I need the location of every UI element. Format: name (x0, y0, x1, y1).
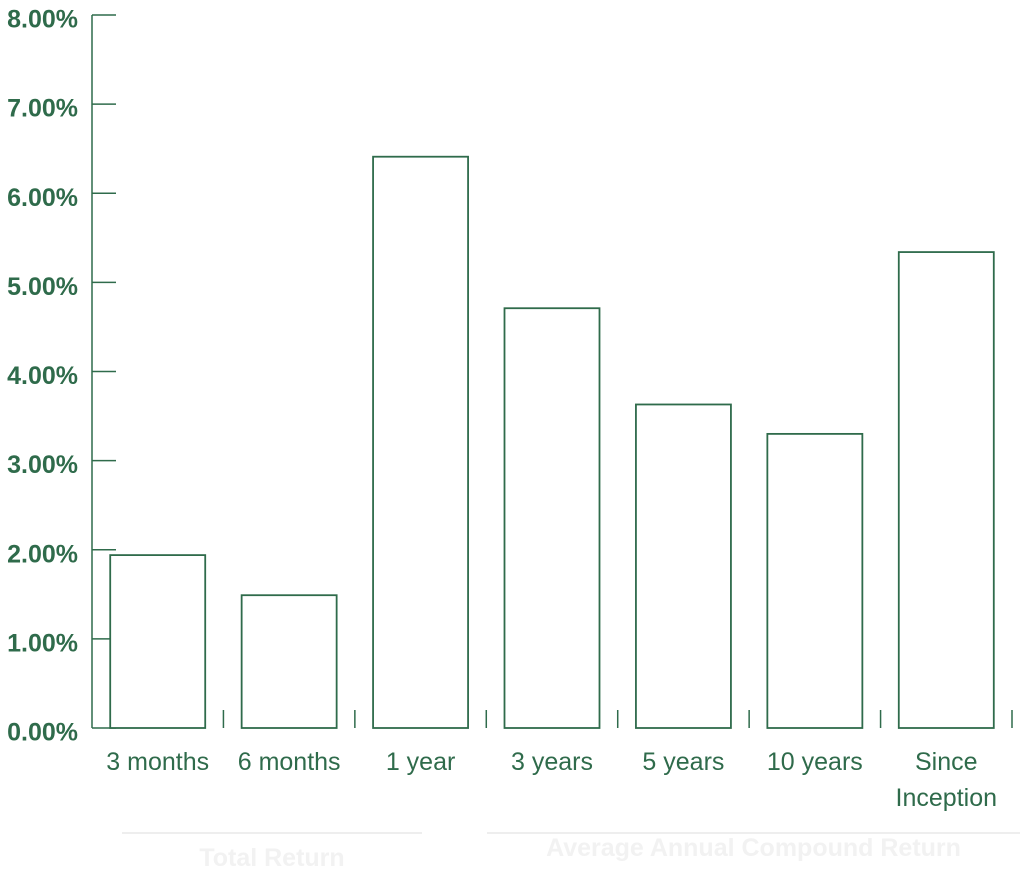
x-tick-label: 3 months (106, 748, 210, 776)
x-tick-label: 6 months (237, 748, 341, 776)
y-tick-label: 5.00% (7, 273, 78, 301)
x-tick-label: 5 years (642, 748, 725, 776)
bar (109, 554, 207, 729)
bar (240, 594, 338, 729)
x-tick-label: 10 years (766, 748, 863, 776)
y-tick-label: 0.00% (7, 719, 78, 747)
y-tick-label: 7.00% (7, 95, 78, 123)
y-tick-label: 3.00% (7, 451, 78, 479)
group-label: Total Return (199, 844, 345, 872)
bar (897, 251, 995, 729)
y-tick-label: 8.00% (7, 6, 78, 34)
bar (372, 155, 469, 729)
group-label: Average Annual Compound Return (546, 834, 961, 862)
y-tick-label: 4.00% (7, 362, 78, 390)
y-tick-label: 2.00% (7, 540, 78, 568)
y-tick-label: 6.00% (7, 184, 78, 212)
x-tick-label: Since Inception (895, 748, 998, 812)
bar (766, 432, 864, 729)
bar (503, 307, 601, 729)
bar (635, 403, 732, 729)
x-tick-label: 3 years (511, 748, 593, 776)
y-tick-label: 1.00% (7, 629, 78, 657)
x-tick-label: 1 year (385, 748, 456, 776)
